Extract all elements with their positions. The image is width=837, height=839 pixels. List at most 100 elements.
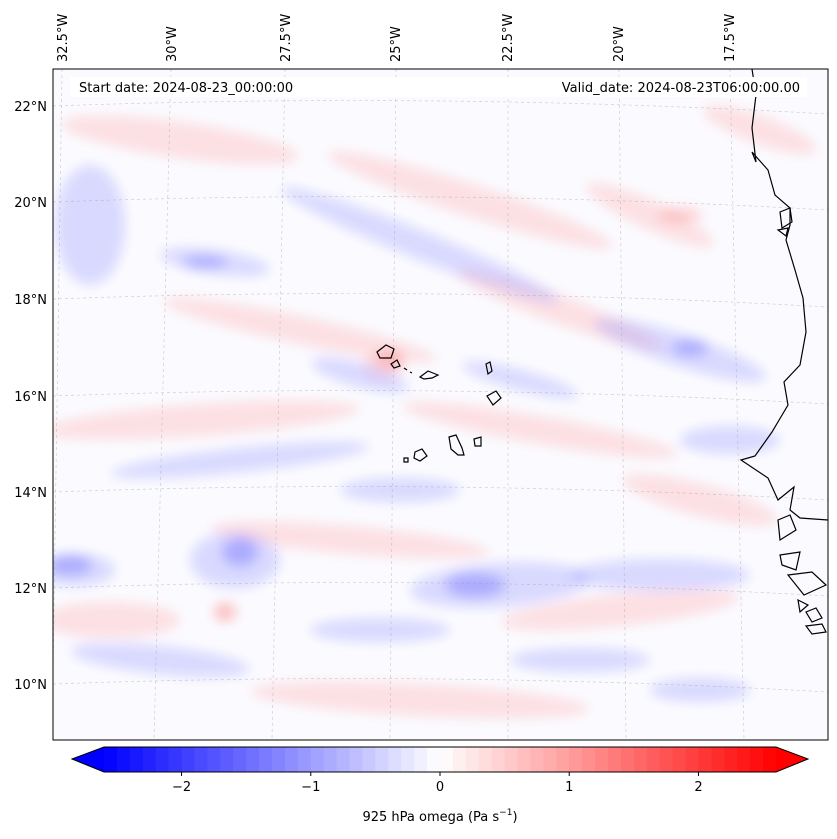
colorbar-tick-label: 1 xyxy=(565,780,573,795)
omega-field xyxy=(53,69,828,740)
colorbar-segment xyxy=(608,747,622,772)
colorbar-segment xyxy=(116,747,131,772)
colorbar-segments xyxy=(72,747,808,772)
colorbar-segment xyxy=(233,747,247,772)
colorbar-segment xyxy=(737,747,751,772)
colorbar-segment xyxy=(750,747,764,772)
colorbar-ticks: −2 −1 0 1 2 xyxy=(172,772,703,795)
lon-label: 22.5°W xyxy=(501,14,516,62)
cape-verde-islands xyxy=(376,344,502,463)
colorbar-segment xyxy=(181,747,196,772)
colorbar-segment xyxy=(388,747,402,772)
lon-label: 25°W xyxy=(389,26,404,62)
colorbar-segment xyxy=(491,747,506,772)
omega-positive-cores xyxy=(215,208,702,620)
lat-label: 12°N xyxy=(14,582,47,597)
colorbar-segment xyxy=(478,747,493,772)
island-brava xyxy=(403,457,409,463)
colorbar-segment xyxy=(336,747,351,772)
colorbar-segment xyxy=(207,747,221,772)
lon-label: 27.5°W xyxy=(279,14,294,62)
lat-label: 22°N xyxy=(14,100,47,115)
lon-label: 20°W xyxy=(612,26,627,62)
island-sal xyxy=(485,361,493,376)
colorbar-segment xyxy=(297,747,312,772)
lat-label: 10°N xyxy=(14,678,47,693)
colorbar-segment xyxy=(427,747,441,772)
colorbar-segment xyxy=(246,747,260,772)
colorbar-segment xyxy=(155,747,170,772)
colorbar-segment xyxy=(646,747,661,772)
colorbar-segment xyxy=(104,747,118,772)
island-santiago xyxy=(448,434,465,456)
colorbar-segment xyxy=(543,747,557,772)
colorbar-segment xyxy=(517,747,532,772)
island-sao-vicente xyxy=(390,359,401,369)
lat-label: 14°N xyxy=(14,486,47,501)
colorbar-outline xyxy=(70,746,810,773)
lon-label: 32.5°W xyxy=(56,14,71,62)
colorbar-segment xyxy=(569,747,583,772)
omega-positive-bands xyxy=(53,105,817,719)
colorbar-segment xyxy=(452,747,467,772)
colorbar-segment xyxy=(530,747,544,772)
colorbar-segment xyxy=(465,747,480,772)
colorbar-segment xyxy=(711,747,725,772)
colorbar-segment xyxy=(194,747,208,772)
colorbar-segment xyxy=(168,747,183,772)
colorbar-label: 925 hPa omega (Pa s−1) xyxy=(362,808,517,825)
island-santo-antao xyxy=(376,344,395,359)
colorbar-segment xyxy=(763,747,777,772)
colorbar-segment xyxy=(323,747,338,772)
colorbar-segment xyxy=(375,747,389,772)
colorbar-segment xyxy=(129,747,144,772)
colorbar-segment xyxy=(284,747,299,772)
island-maio xyxy=(473,436,482,447)
lat-label: 20°N xyxy=(14,196,47,211)
island-fogo xyxy=(413,448,428,462)
colorbar-segment xyxy=(724,747,738,772)
colorbar-segment xyxy=(582,747,596,772)
colorbar-segment xyxy=(349,747,364,772)
colorbar-segment xyxy=(259,747,273,772)
start-date-label: Start date: 2024-08-23_00:00:00 xyxy=(79,81,293,96)
info-bar xyxy=(70,77,807,97)
colorbar-segment xyxy=(414,747,428,772)
colorbar-segment xyxy=(556,747,570,772)
colorbar-tick-label: −1 xyxy=(301,780,320,795)
colorbar-segment xyxy=(220,747,234,772)
map-border xyxy=(52,68,829,741)
lat-label: 16°N xyxy=(14,390,47,405)
colorbar-segment xyxy=(698,747,712,772)
colorbar-segment xyxy=(142,747,157,772)
colorbar: −2 −1 0 1 2 925 hPa omega (Pa s−1) xyxy=(70,746,810,825)
colorbar-segment xyxy=(362,747,376,772)
lon-label: 30°W xyxy=(165,26,180,62)
colorbar-segment xyxy=(633,747,648,772)
graticule xyxy=(53,69,828,740)
colorbar-segment xyxy=(310,747,325,772)
colorbar-tick-label: 0 xyxy=(436,780,444,795)
colorbar-segment xyxy=(659,747,674,772)
colorbar-tick-label: 2 xyxy=(694,780,702,795)
colorbar-tick-label: −2 xyxy=(172,780,191,795)
colorbar-extend-min xyxy=(72,747,104,772)
colorbar-segment xyxy=(595,747,609,772)
colorbar-segment xyxy=(672,747,687,772)
colorbar-segment xyxy=(440,747,454,772)
colorbar-segment xyxy=(272,747,286,772)
colorbar-extend-max xyxy=(776,747,808,772)
colorbar-segment xyxy=(685,747,700,772)
longitude-labels: 32.5°W 30°W 27.5°W 25°W 22.5°W 20°W 17.5… xyxy=(56,14,738,62)
africa-coastline xyxy=(739,69,828,521)
lat-label: 18°N xyxy=(14,293,47,308)
omega-negative-cores xyxy=(53,256,708,597)
island-boa-vista xyxy=(486,390,502,406)
lon-label: 17.5°W xyxy=(723,14,738,62)
colorbar-segment xyxy=(620,747,635,772)
latitude-labels: 22°N 20°N 18°N 16°N 14°N 12°N 10°N xyxy=(14,100,47,693)
colorbar-segment xyxy=(504,747,519,772)
island-sao-nicolau xyxy=(418,370,440,380)
valid-date-label: Valid_date: 2024-08-23T06:00:00.00 xyxy=(562,81,800,96)
